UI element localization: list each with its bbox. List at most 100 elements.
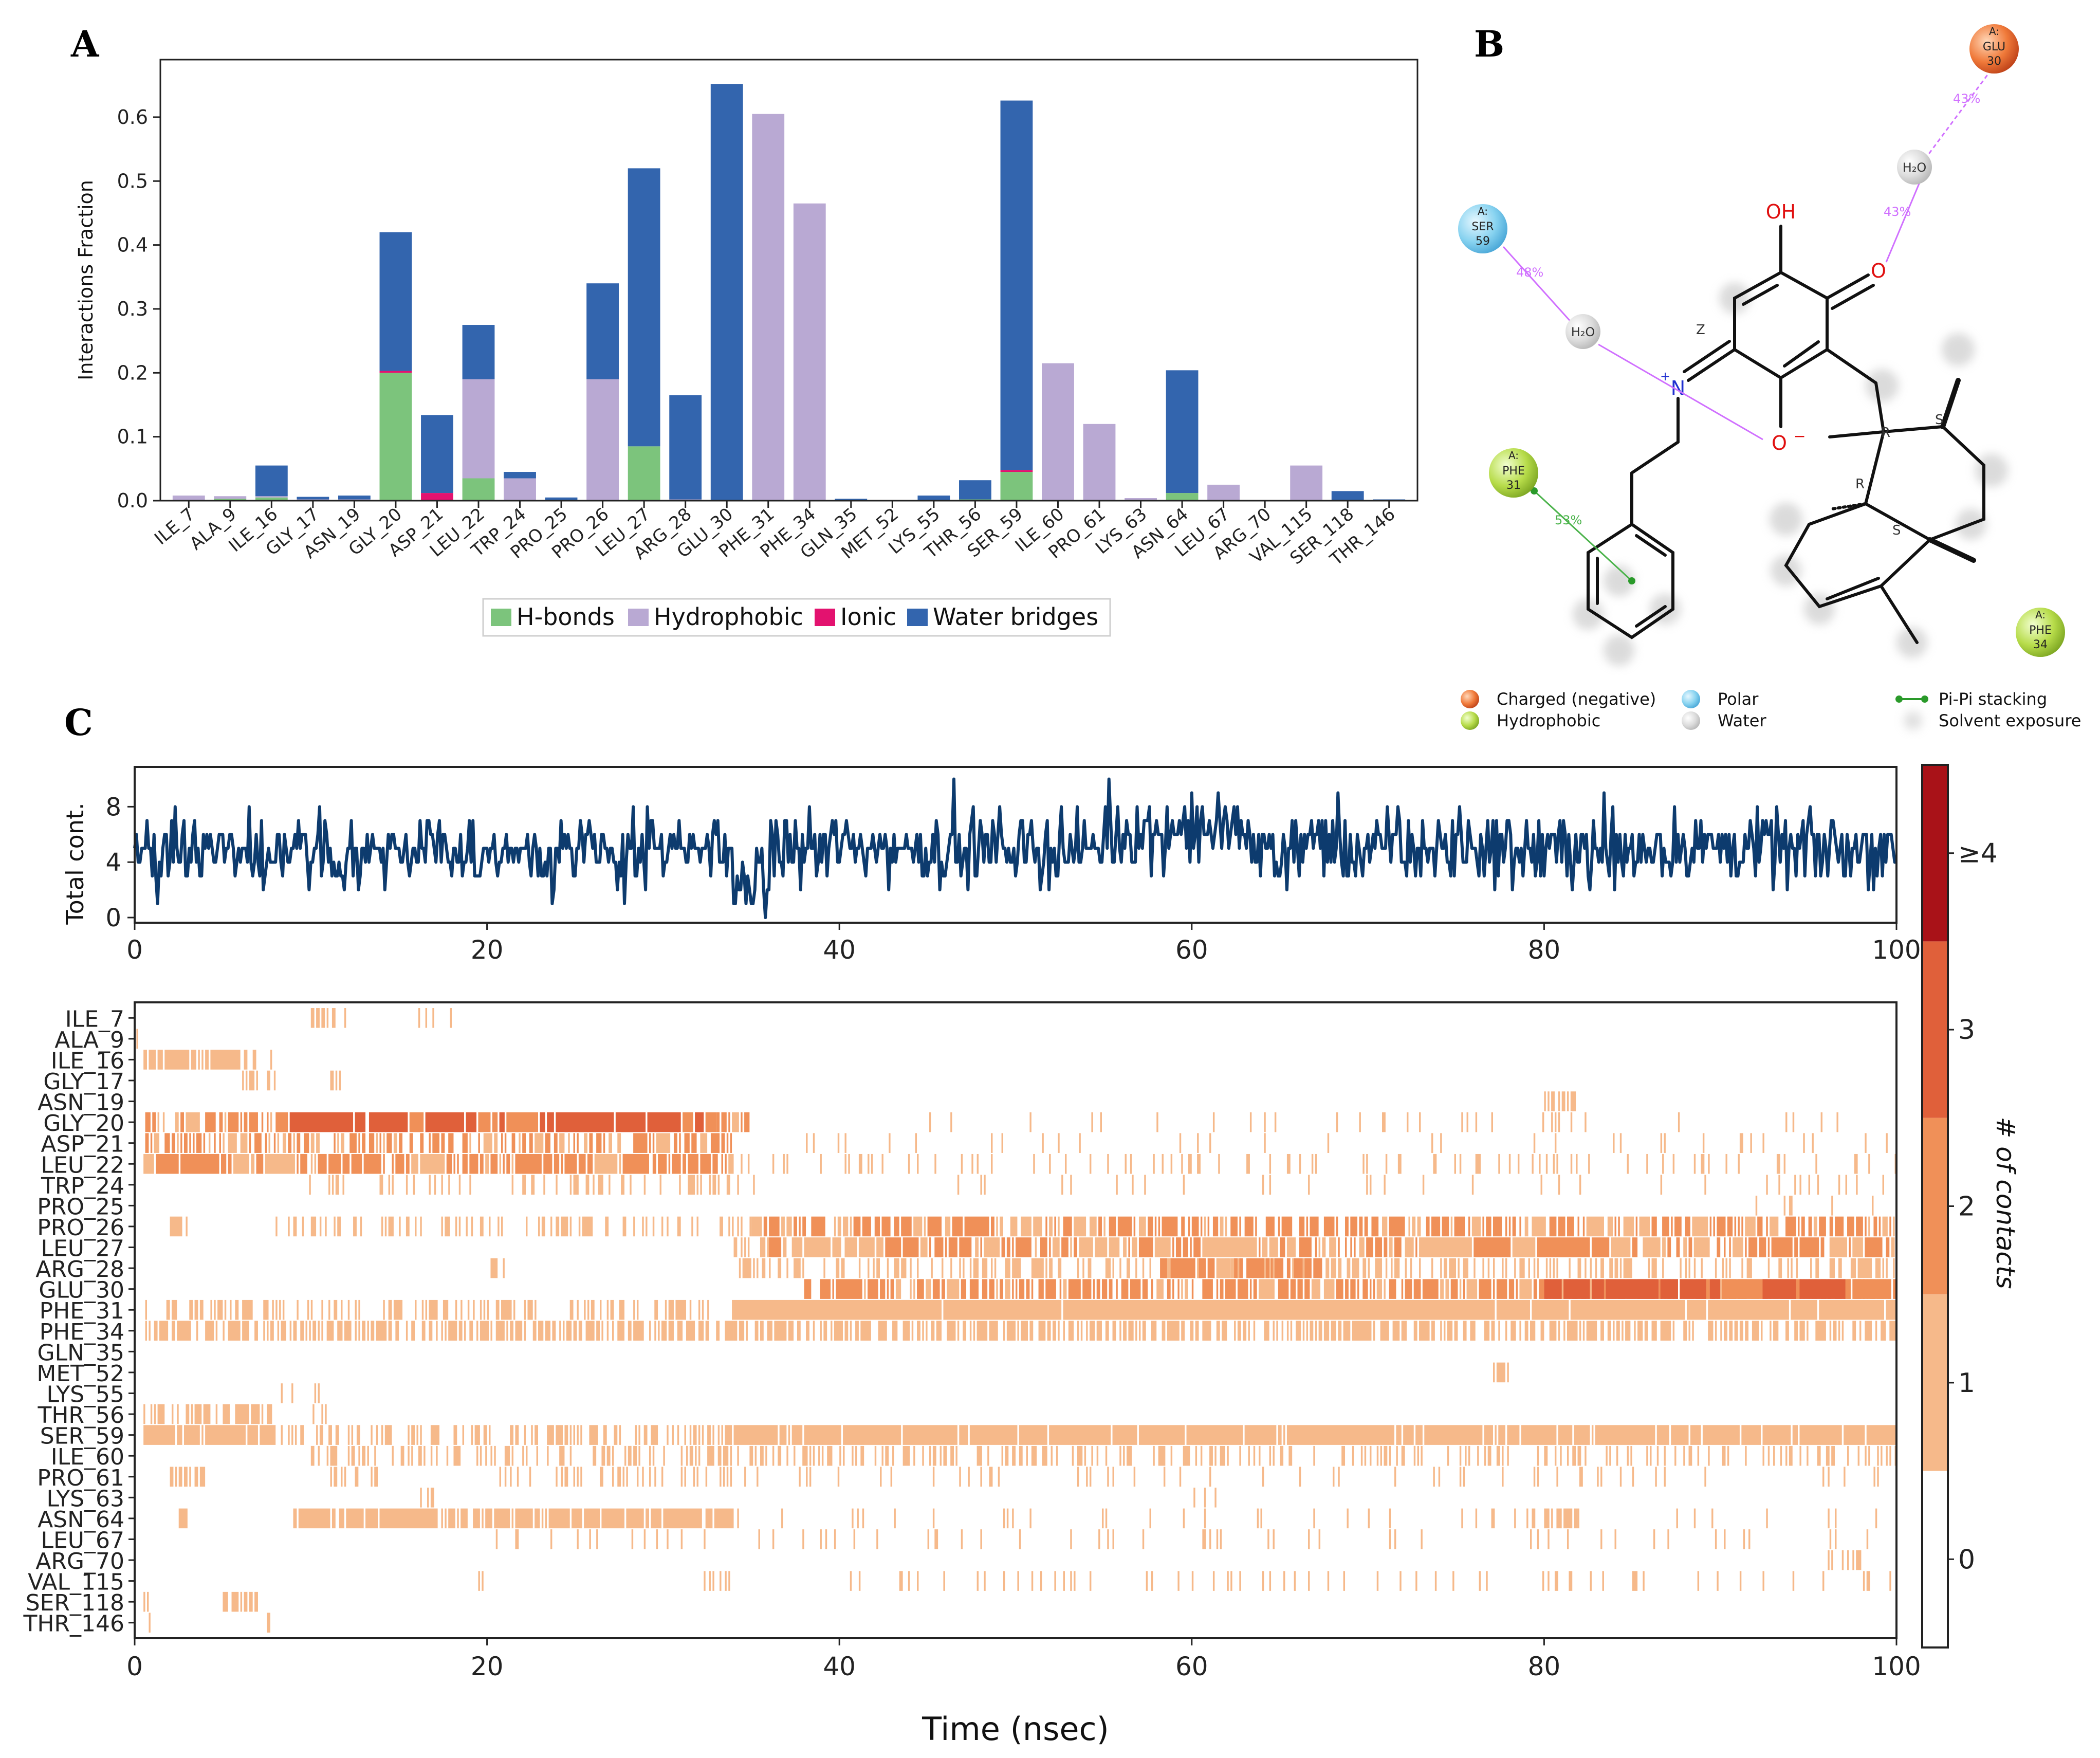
contact-cell bbox=[691, 1216, 693, 1237]
halo bbox=[1942, 333, 1975, 366]
contact-cell bbox=[1031, 1445, 1037, 1466]
contact-cell bbox=[1582, 1216, 1585, 1237]
legend-label-hydrophobic: Hydrophobic bbox=[654, 603, 803, 631]
contact-cell bbox=[495, 1529, 498, 1549]
contact-cell bbox=[778, 1445, 782, 1466]
contact-cell bbox=[852, 1508, 854, 1529]
contact-cell bbox=[1551, 1112, 1553, 1132]
contact-cell bbox=[335, 1425, 339, 1445]
contact-cell bbox=[844, 1321, 849, 1341]
contact-cell bbox=[913, 1216, 923, 1237]
contact-cell bbox=[661, 1216, 664, 1237]
contact-cell bbox=[910, 1258, 912, 1278]
contact-cell bbox=[589, 1529, 591, 1549]
contact-cell bbox=[205, 1050, 209, 1070]
contact-cell bbox=[695, 1112, 704, 1132]
contact-cell bbox=[1537, 1467, 1539, 1487]
contact-cell bbox=[1077, 1321, 1079, 1341]
contact-cell bbox=[1440, 1258, 1442, 1278]
x-tick-label: 60 bbox=[1175, 935, 1208, 965]
contact-cell bbox=[1107, 1529, 1109, 1549]
contact-cell bbox=[1163, 1467, 1166, 1487]
halo bbox=[1771, 555, 1801, 586]
contact-cell bbox=[267, 1404, 272, 1424]
contact-cell bbox=[395, 1153, 404, 1174]
contact-cell bbox=[989, 1467, 993, 1487]
contact-cell bbox=[367, 1321, 369, 1341]
contact-cell bbox=[205, 1112, 216, 1132]
pi-pi-end bbox=[1531, 487, 1538, 495]
contact-cell bbox=[1685, 1216, 1690, 1237]
contact-cell bbox=[1422, 1279, 1439, 1299]
colorbar-tick-label: 2 bbox=[1958, 1192, 1975, 1222]
contact-cell bbox=[1762, 1279, 1796, 1299]
contact-cell bbox=[1218, 1153, 1220, 1174]
contact-cell bbox=[1882, 1216, 1888, 1237]
contact-cell bbox=[515, 1153, 542, 1174]
contact-cell bbox=[1352, 1258, 1359, 1278]
contact-cell bbox=[535, 1508, 540, 1529]
contact-cell bbox=[917, 1279, 924, 1299]
contact-cell bbox=[931, 1258, 933, 1278]
contact-cell bbox=[705, 1112, 716, 1132]
contact-cell bbox=[820, 1279, 831, 1299]
contact-cell bbox=[1450, 1279, 1458, 1299]
contact-cell bbox=[1331, 1258, 1333, 1278]
contact-cell bbox=[661, 1467, 664, 1487]
contact-cell bbox=[1886, 1445, 1888, 1466]
contact-cell bbox=[1463, 1467, 1465, 1487]
contact-cell bbox=[318, 1383, 320, 1403]
contact-cell bbox=[406, 1175, 408, 1195]
contact-cell bbox=[1051, 1445, 1053, 1466]
contact-cell bbox=[1524, 1321, 1528, 1341]
contact-cell bbox=[541, 1508, 544, 1529]
contact-cell bbox=[614, 1425, 618, 1445]
contact-cell bbox=[1225, 1279, 1236, 1299]
contact-cell bbox=[989, 1279, 994, 1299]
colorbar-segment bbox=[1922, 1294, 1948, 1471]
contact-cell bbox=[203, 1133, 206, 1153]
contact-cell bbox=[545, 1133, 551, 1153]
contact-cell bbox=[1734, 1216, 1737, 1237]
contact-cell bbox=[1660, 1133, 1663, 1153]
contact-cell bbox=[519, 1133, 521, 1153]
contact-cell bbox=[1045, 1279, 1056, 1299]
contact-cell bbox=[1868, 1445, 1870, 1466]
contact-cell bbox=[917, 1258, 919, 1278]
decalin-ring-lower bbox=[1784, 502, 1931, 609]
contact-cell bbox=[443, 1299, 449, 1320]
contact-cell bbox=[1419, 1258, 1421, 1278]
contact-cell bbox=[673, 1133, 677, 1153]
contact-cell bbox=[1798, 1216, 1800, 1237]
y-tick-label: 8 bbox=[105, 793, 121, 821]
contact-cell bbox=[1463, 1258, 1468, 1278]
contact-cell bbox=[1077, 1445, 1083, 1466]
contact-cell bbox=[700, 1133, 708, 1153]
contact-cell bbox=[1294, 1571, 1296, 1591]
contact-cell bbox=[982, 1258, 988, 1278]
contact-cell bbox=[1676, 1508, 1678, 1529]
contact-cell bbox=[1264, 1112, 1266, 1132]
contact-cell bbox=[876, 1529, 878, 1549]
contact-cell bbox=[1586, 1321, 1597, 1341]
contact-cell bbox=[1262, 1175, 1264, 1195]
residue-ser59: A: SER 59 bbox=[1458, 204, 1507, 253]
contact-cell bbox=[1755, 1196, 1758, 1216]
contact-cell bbox=[1253, 1321, 1256, 1341]
contact-cell bbox=[1496, 1279, 1507, 1299]
legend-label-hbonds: H-bonds bbox=[517, 603, 615, 631]
contact-cell bbox=[349, 1133, 357, 1153]
stereo-z: Z bbox=[1696, 322, 1705, 338]
contact-cell bbox=[469, 1175, 471, 1195]
contact-cell bbox=[1331, 1321, 1336, 1341]
contact-cell bbox=[351, 1445, 355, 1466]
contact-cell bbox=[1001, 1133, 1004, 1153]
contact-cell bbox=[446, 1153, 452, 1174]
contact-cell bbox=[1315, 1237, 1317, 1257]
contact-cell bbox=[1767, 1258, 1770, 1278]
contact-cell bbox=[834, 1529, 836, 1549]
contact-cell bbox=[929, 1112, 931, 1132]
contact-cell bbox=[251, 1153, 255, 1174]
contact-cell bbox=[1493, 1362, 1495, 1383]
contact-cell bbox=[178, 1508, 188, 1529]
